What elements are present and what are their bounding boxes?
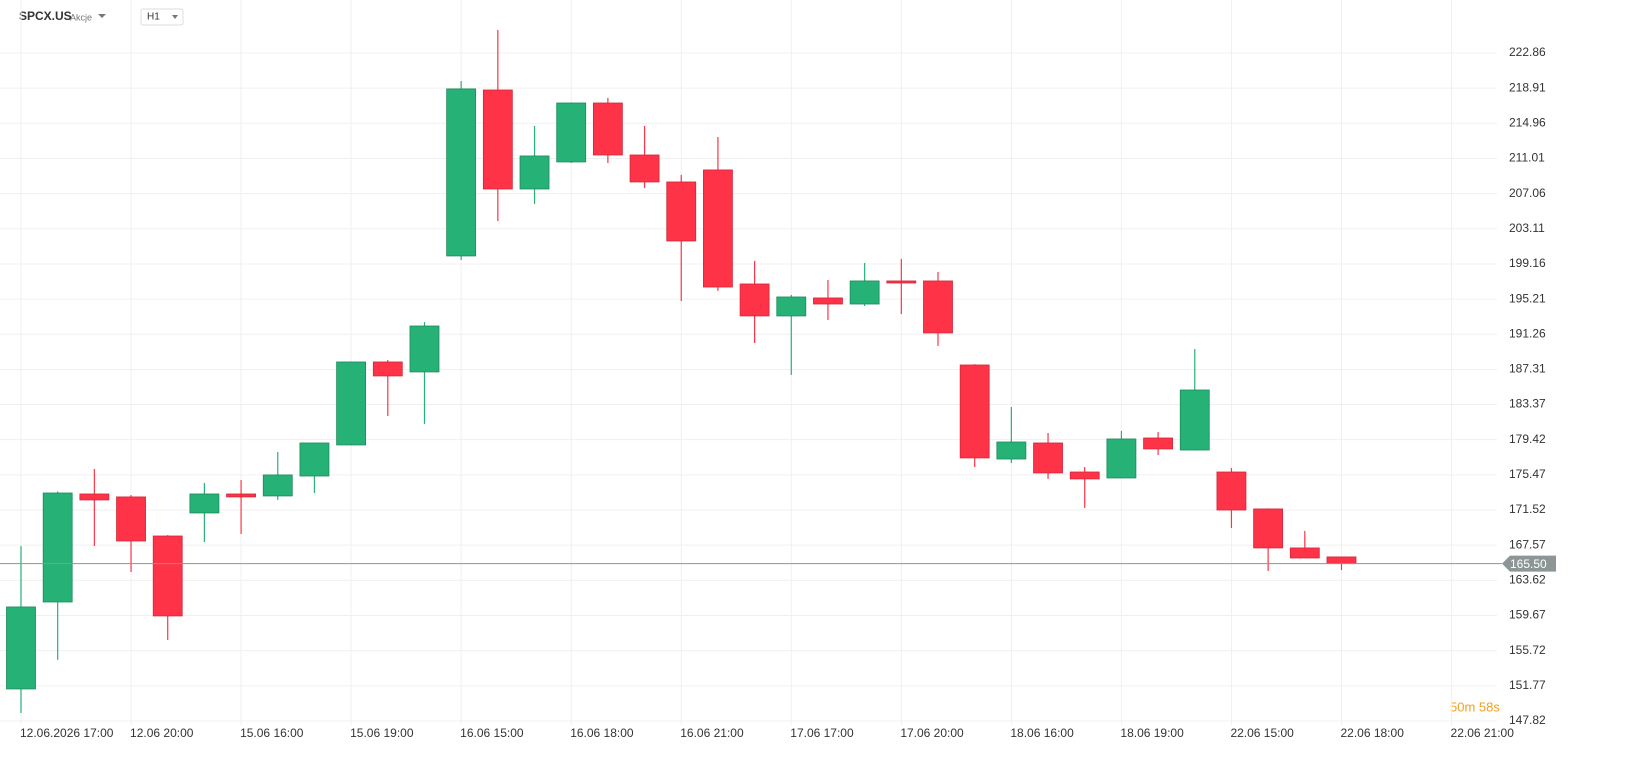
- candle-body: [1216, 471, 1247, 511]
- symbol[interactable]: SPCX.US: [19, 9, 72, 23]
- candle-body: [1326, 556, 1357, 565]
- candle-body: [1253, 508, 1284, 549]
- x-tick-label: 18.06 19:00: [1120, 726, 1184, 740]
- y-tick-label: 211.01: [1509, 151, 1545, 165]
- candle-body: [1106, 438, 1137, 479]
- candle-body: [996, 441, 1027, 460]
- candle-body: [336, 361, 367, 446]
- interval[interactable]: H1: [147, 12, 160, 23]
- candle-body: [1069, 471, 1100, 480]
- y-tick-label: 203.11: [1509, 221, 1545, 235]
- y-tick-label: 175.47: [1509, 467, 1546, 481]
- x-tick-label: 15.06 19:00: [350, 726, 414, 740]
- candle-body: [592, 102, 623, 156]
- symbol-dropdown[interactable]: [98, 14, 106, 18]
- candle-body: [776, 296, 807, 317]
- x-tick-label: 16.06 15:00: [460, 726, 524, 740]
- candle-body: [6, 606, 36, 690]
- y-tick-label: 147.82: [1509, 713, 1546, 727]
- y-tick-label: 218.91: [1509, 80, 1546, 94]
- candle-body: [226, 493, 256, 498]
- candle-body: [1289, 547, 1320, 559]
- candle-body: [886, 280, 917, 284]
- last-price-tag: [1502, 555, 1556, 572]
- y-tick-label: 207.06: [1509, 186, 1546, 200]
- y-tick-label: 159.67: [1509, 608, 1546, 622]
- candle-body: [299, 442, 330, 477]
- candle-body: [739, 283, 770, 317]
- x-tick-label: 22.06 21:00: [1451, 726, 1515, 740]
- y-tick-label: 191.26: [1509, 326, 1546, 340]
- candle-body: [372, 361, 403, 377]
- candle-body: [482, 89, 513, 190]
- asset-type: Akcje: [70, 12, 92, 22]
- candle-body: [666, 181, 697, 242]
- candle-body: [923, 280, 953, 334]
- y-tick-label: 151.77: [1509, 678, 1546, 692]
- candle-body: [152, 535, 183, 617]
- x-tick-label: 17.06 20:00: [900, 726, 964, 740]
- candle-body: [409, 325, 440, 373]
- y-tick-label: 179.42: [1509, 432, 1546, 446]
- x-tick-label: 22.06 18:00: [1340, 726, 1404, 740]
- y-tick-label: 163.62: [1509, 573, 1546, 587]
- candle-body: [116, 496, 146, 542]
- candle-body: [262, 474, 293, 497]
- candle-body: [1033, 442, 1063, 474]
- x-tick-label: 15.06 16:00: [240, 726, 304, 740]
- candle-body: [703, 169, 733, 288]
- candle-timer: 50m 58s: [1450, 699, 1500, 714]
- x-tick-label: 16.06 18:00: [570, 726, 634, 740]
- candle-body: [189, 493, 220, 514]
- interval-box[interactable]: [140, 8, 184, 26]
- candle-body: [79, 493, 110, 501]
- y-tick-label: 183.37: [1509, 397, 1546, 411]
- y-tick-label: 171.52: [1509, 502, 1546, 516]
- interval-dropdown[interactable]: [172, 15, 178, 19]
- y-tick-label: 199.16: [1509, 256, 1546, 270]
- y-tick-label: 214.96: [1509, 115, 1546, 129]
- candle-body: [813, 297, 843, 305]
- y-tick-label: 155.72: [1509, 643, 1546, 657]
- candle-body: [959, 364, 990, 459]
- candle-body: [42, 492, 73, 603]
- x-tick-label: 12.06.2026 17:00: [20, 726, 114, 740]
- candle-body: [519, 155, 550, 190]
- y-tick-label: 167.57: [1509, 537, 1546, 551]
- y-tick-label: 187.31: [1509, 362, 1546, 376]
- candle-body: [1179, 389, 1210, 451]
- x-tick-label: 17.06 17:00: [790, 726, 854, 740]
- last-price-label: 165.50: [1510, 557, 1547, 571]
- x-tick-label: 18.06 16:00: [1010, 726, 1074, 740]
- x-tick-label: 22.06 15:00: [1230, 726, 1294, 740]
- candle-body: [629, 154, 660, 183]
- candle-body: [556, 102, 587, 163]
- y-tick-label: 195.21: [1509, 291, 1546, 305]
- x-tick-label: 16.06 21:00: [680, 726, 744, 740]
- candle-body: [1143, 437, 1173, 450]
- x-tick-label: 12.06 20:00: [130, 726, 194, 740]
- candle-body: [446, 88, 477, 257]
- candle-body: [849, 280, 880, 305]
- y-tick-label: 222.86: [1509, 45, 1546, 59]
